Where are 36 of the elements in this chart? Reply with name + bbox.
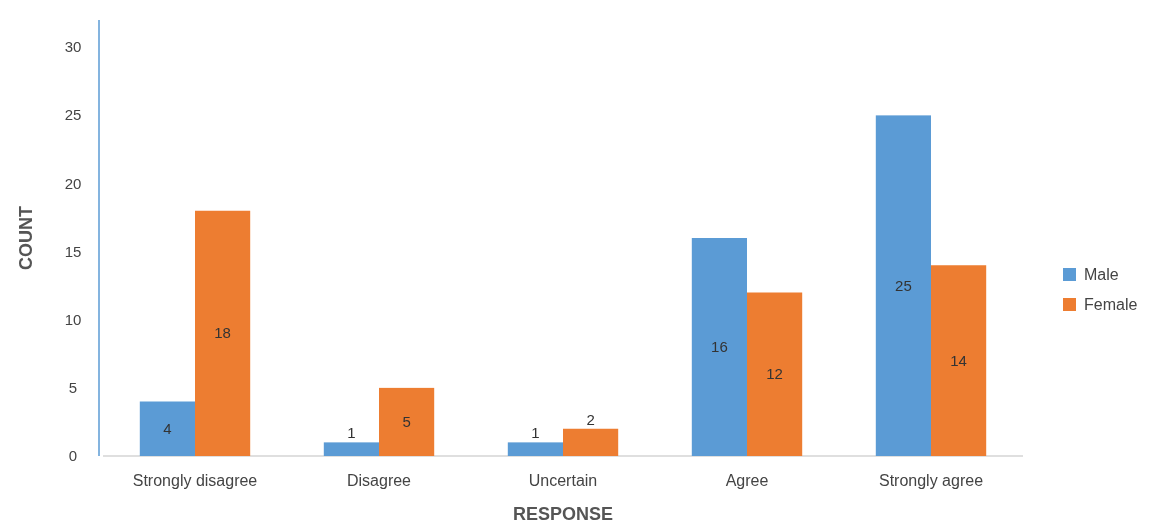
data-label: 25: [895, 276, 912, 294]
y-tick-label: 20: [64, 174, 82, 192]
y-tick-label: 10: [64, 310, 82, 328]
bar: [323, 442, 379, 456]
data-label: 18: [214, 324, 231, 342]
data-label: 4: [163, 419, 172, 437]
bar: [875, 115, 931, 456]
data-label: 1: [347, 424, 356, 442]
x-axis-title: RESPONSE: [512, 504, 614, 520]
x-tick-label: Agree: [725, 472, 769, 489]
x-tick-label: Strongly agree: [878, 472, 984, 489]
x-tick-label: Strongly disagree: [132, 472, 258, 489]
bar: [691, 238, 747, 456]
data-label: 1: [531, 424, 540, 442]
data-label: 16: [711, 338, 728, 355]
bar: [379, 387, 435, 456]
data-label: 2: [586, 410, 595, 428]
legend-label: Female: [1084, 296, 1138, 313]
bar: [195, 210, 251, 456]
bar: [563, 428, 619, 456]
x-tick-label: Disagree: [346, 472, 412, 489]
bar: [139, 401, 195, 456]
legend-label: Male: [1084, 266, 1119, 283]
data-label: 5: [402, 412, 411, 430]
data-label: 12: [766, 365, 783, 383]
bar: [747, 292, 803, 456]
x-tick-label: Uncertain: [528, 472, 598, 489]
data-label: 14: [950, 351, 967, 369]
bar: [931, 265, 987, 456]
y-tick-label: 0: [68, 447, 78, 464]
y-tick-label: 30: [64, 38, 82, 56]
y-tick-label: 25: [64, 106, 82, 124]
y-tick-label: 5: [68, 378, 78, 396]
y-axis-title: COUNT: [16, 206, 36, 270]
bar: [507, 442, 563, 456]
y-tick-label: 15: [64, 242, 82, 260]
